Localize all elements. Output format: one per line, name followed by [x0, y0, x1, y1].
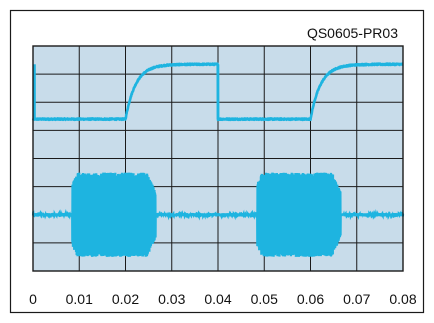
- figure-id: QS0605-PR03: [307, 25, 398, 41]
- plot-area: [31, 45, 405, 272]
- x-tick-label: 0.02: [112, 291, 139, 307]
- series-burst: [31, 172, 405, 257]
- x-tick-labels: 0 0.01 0.02 0.03 0.04 0.05 0.06 0.07 0.08: [29, 291, 417, 307]
- x-tick-label: 0.03: [158, 291, 185, 307]
- x-tick-label: 0.01: [66, 291, 93, 307]
- series-step-response: [31, 62, 405, 122]
- x-tick-label: 0.05: [251, 291, 278, 307]
- x-tick-label: 0.07: [343, 291, 370, 307]
- x-tick-label: 0.04: [204, 291, 231, 307]
- plot-border: [32, 45, 404, 272]
- x-tick-label: 0.06: [297, 291, 324, 307]
- x-tick-label: 0.08: [389, 291, 416, 307]
- x-tick-label: 0: [29, 291, 37, 307]
